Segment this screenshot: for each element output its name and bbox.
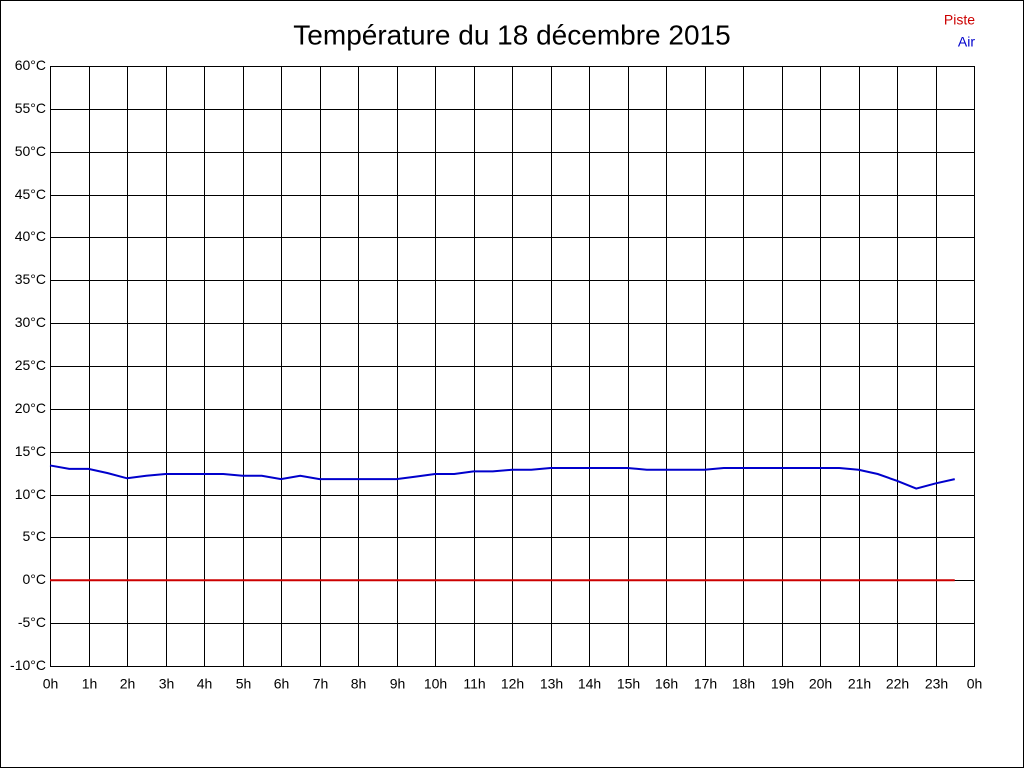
x-tick-label: 1h <box>82 676 98 692</box>
series-line <box>49 464 955 490</box>
x-tick-label: 7h <box>313 676 329 692</box>
x-tick-label: 20h <box>809 676 832 692</box>
y-tick-label: 20°C <box>15 400 46 416</box>
y-tick-label: 5°C <box>23 528 47 544</box>
y-tick-label: -5°C <box>18 614 46 630</box>
plot-border <box>50 66 975 667</box>
y-tick-label: 50°C <box>15 143 46 159</box>
x-tick-label: 8h <box>351 676 367 692</box>
x-tick-label: 2h <box>120 676 136 692</box>
x-tick-label: 6h <box>274 676 290 692</box>
x-tick-label: 9h <box>390 676 406 692</box>
legend-entry: Air <box>958 34 975 50</box>
x-tick-label: 14h <box>578 676 601 692</box>
x-tick-label: 4h <box>197 676 213 692</box>
y-tick-label: 60°C <box>15 57 46 73</box>
x-tick-label: 22h <box>886 676 909 692</box>
x-tick-label: 15h <box>617 676 640 692</box>
x-tick-label: 18h <box>732 676 755 692</box>
x-tick-label: 3h <box>159 676 175 692</box>
y-tick-label: -10°C <box>10 657 46 673</box>
x-tick-label: 0h <box>43 676 59 692</box>
y-tick-label: 0°C <box>23 571 47 587</box>
x-tick-label: 10h <box>424 676 447 692</box>
y-tick-label: 40°C <box>15 228 46 244</box>
x-tick-label: 17h <box>694 676 717 692</box>
x-tick-label: 12h <box>501 676 524 692</box>
y-tick-label: 55°C <box>15 100 46 116</box>
x-tick-label: 19h <box>771 676 794 692</box>
y-tick-label: 30°C <box>15 314 46 330</box>
y-tick-label: 35°C <box>15 271 46 287</box>
x-tick-label: 23h <box>925 676 948 692</box>
x-tick-label: 13h <box>540 676 563 692</box>
x-tick-label: 21h <box>848 676 871 692</box>
chart-title: Température du 18 décembre 2015 <box>293 19 730 50</box>
x-tick-label: 5h <box>236 676 252 692</box>
x-tick-label: 11h <box>463 676 485 692</box>
y-tick-label: 15°C <box>15 443 46 459</box>
x-tick-label: 0h <box>967 676 983 692</box>
y-tick-label: 45°C <box>15 186 46 202</box>
legend-entry: Piste <box>944 12 975 28</box>
y-tick-label: 25°C <box>15 357 46 373</box>
y-tick-label: 10°C <box>15 486 46 502</box>
x-tick-label: 16h <box>655 676 678 692</box>
